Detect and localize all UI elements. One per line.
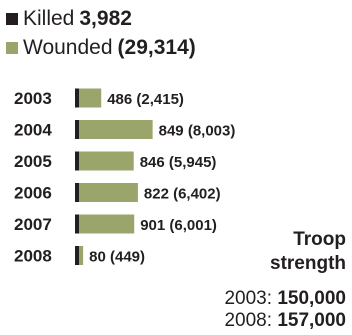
bar-wounded [79,183,138,202]
troop-strength-row-2003: 2003: 150,000 [224,288,346,310]
data-label: 80 (449) [89,249,145,266]
bar-wounded [79,88,102,108]
legend-killed-label: Killed [23,7,75,30]
legend-item-wounded: Wounded (29,314) [6,35,196,61]
legend-item-killed: Killed 3,982 [6,6,132,32]
bar-wounded [79,214,135,234]
tick-label-year: 2005 [14,152,52,171]
bar-wounded [79,151,134,171]
data-label: 846 (5,945) [140,154,217,171]
troop-strength-row-2008: 2008: 157,000 [224,310,346,332]
troop-strength-title-line2: strength [270,253,346,274]
legend-swatch-killed [6,13,18,25]
tick-label-year: 2007 [14,215,52,234]
troop-strength-title-line1: Troop [293,229,346,250]
legend-wounded-label: Wounded [23,36,113,59]
tick-label-year: 2008 [14,247,52,266]
bar-killed [75,246,79,265]
tick-label-year: 2004 [14,121,52,140]
data-label: 822 (6,402) [144,186,221,203]
bar-wounded [79,246,84,265]
data-label: 849 (8,003) [159,123,236,140]
data-label: 901 (6,001) [140,217,217,234]
legend-killed-total: 3,982 [79,7,132,30]
bar-killed [75,151,79,171]
bar-killed [75,214,79,234]
tick-label-year: 2003 [14,89,52,108]
data-label: 486 (2,415) [107,91,184,108]
troop-strength-value: 157,000 [277,310,346,331]
bar-killed [75,120,79,139]
legend-wounded-total: (29,314) [117,36,196,59]
troop-strength-year: 2003: [224,288,273,309]
bar-wounded [79,120,153,139]
tick-label-year: 2006 [14,184,52,203]
troop-strength-value: 150,000 [277,288,346,309]
troop-strength-block: Troop strength 2003: 150,000 2008: 157,0… [224,228,346,332]
legend-swatch-wounded [6,42,18,54]
bar-killed [75,183,79,202]
troop-strength-year: 2008: [224,310,273,331]
bar-killed [75,88,79,108]
